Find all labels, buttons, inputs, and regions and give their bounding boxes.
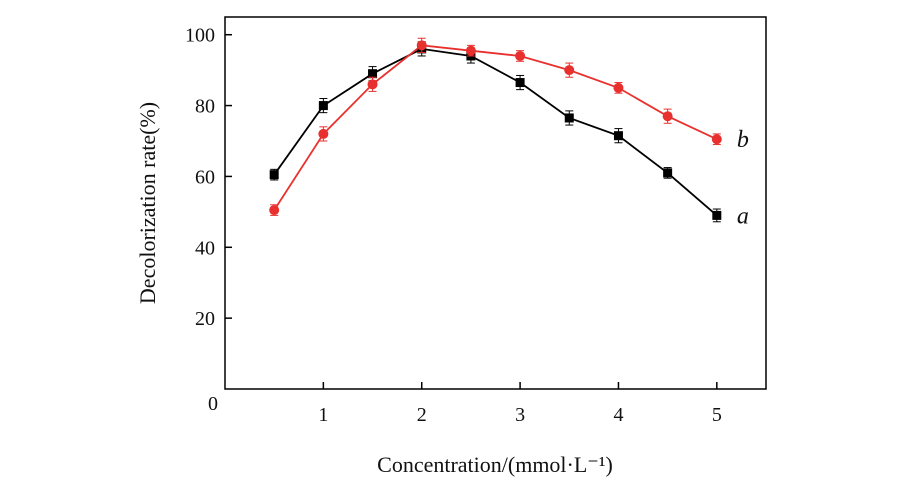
data-point-square [318, 101, 328, 111]
x-tick-label: 4 [613, 404, 623, 426]
plot-frame [224, 16, 767, 390]
data-point-circle [662, 111, 673, 122]
data-point-square [515, 78, 525, 88]
y-tick-label: 100 [185, 25, 215, 47]
tick-group: 1 2 3 4 5 20 40 60 80 100 [185, 25, 722, 426]
series-a-line [273, 47, 718, 217]
origin-label: 0 [208, 393, 218, 415]
data-point-circle [465, 45, 476, 56]
series-b-line [273, 44, 718, 211]
data-point-circle [613, 82, 624, 93]
series-group: ab [269, 37, 749, 229]
data-point-circle [711, 134, 722, 145]
data-point-square [663, 168, 673, 178]
data-point-square [368, 69, 378, 79]
x-tick-label: 2 [417, 404, 427, 426]
data-point-square [712, 210, 722, 220]
series-label-b: b [737, 127, 749, 153]
x-tick-label: 1 [318, 404, 328, 426]
data-point-circle [416, 40, 427, 51]
data-point-circle [564, 65, 575, 76]
y-tick-label: 60 [195, 166, 215, 188]
series-b: b [269, 37, 749, 216]
data-point-square [613, 131, 623, 141]
x-axis-title: Concentration/(mmol·L⁻¹) [377, 452, 613, 477]
series-a: a [269, 41, 749, 229]
data-point-circle [515, 50, 526, 61]
y-tick-label: 40 [195, 237, 215, 259]
data-point-circle [269, 205, 280, 216]
x-tick-label: 5 [712, 404, 722, 426]
data-point-circle [367, 79, 378, 90]
series-label-a: a [737, 203, 749, 229]
x-tick-label: 3 [515, 404, 525, 426]
data-point-square [564, 113, 574, 123]
data-point-circle [318, 128, 329, 139]
y-tick-label: 20 [195, 308, 215, 330]
y-tick-label: 80 [195, 96, 215, 118]
y-axis-title: Decolorization rate(%) [135, 102, 160, 304]
data-point-square [269, 170, 279, 180]
